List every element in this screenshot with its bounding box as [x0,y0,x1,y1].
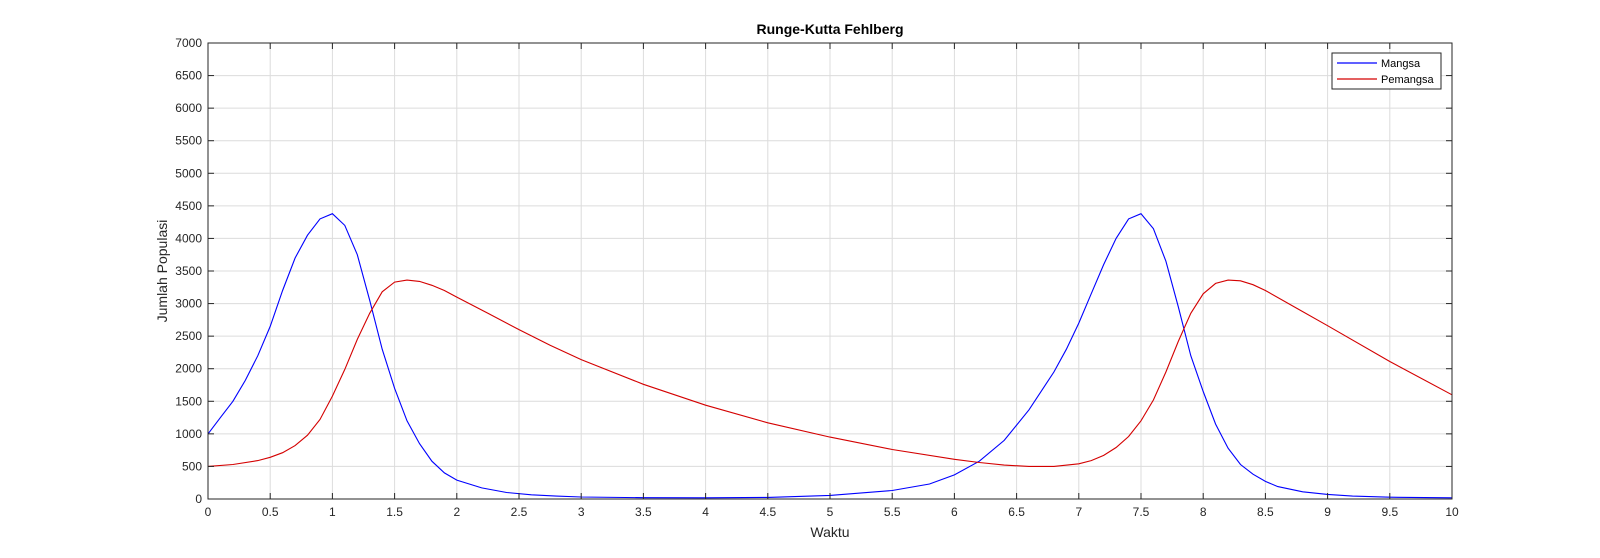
series-line-mangsa [207,213,1453,499]
y-tick-label: 6000 [175,101,202,115]
x-tick-label: 4.5 [759,505,776,519]
x-tick-label: 3 [578,505,585,519]
chart-title: Runge-Kutta Fehlberg [757,21,904,37]
y-tick-label: 7000 [175,36,202,50]
x-tick-label: 0 [205,505,212,519]
x-tick-label: 7 [1075,505,1082,519]
grid [207,42,1453,500]
y-tick-label: 6500 [175,69,202,83]
y-tick-label: 5000 [175,166,202,180]
x-tick-label: 2 [453,505,460,519]
x-tick-label: 6 [951,505,958,519]
x-tick-label: 4 [702,505,709,519]
y-tick-label: 4000 [175,231,202,245]
x-tick-label: 10 [1445,505,1459,519]
y-tick-label: 5500 [175,134,202,148]
x-tick-label: 9 [1324,505,1331,519]
y-axis-label: Jumlah Populasi [154,220,170,323]
legend-box [1331,52,1442,90]
x-tick-label: 0.5 [262,505,279,519]
y-tick-label: 2000 [175,362,202,376]
legend-label-mangsa: Mangsa [1381,58,1421,70]
y-tick-label: 3000 [175,297,202,311]
y-tick-label: 500 [182,459,202,473]
y-tick-label: 1000 [175,427,202,441]
x-tick-label: 9.5 [1381,505,1398,519]
legend-label-pemangsa: Pemangsa [1381,74,1434,86]
series-line-pemangsa [207,279,1453,467]
legend: Mangsa Pemangsa [1331,52,1442,90]
x-axis-label: Waktu [810,524,849,540]
x-tick-label: 6.5 [1008,505,1025,519]
y-tick-label: 3500 [175,264,202,278]
x-tick-label: 3.5 [635,505,652,519]
y-tick-label: 2500 [175,329,202,343]
x-tick-label: 7.5 [1133,505,1150,519]
x-tick-label: 1.5 [386,505,403,519]
y-tick-label: 4500 [175,199,202,213]
x-tick-label: 5 [827,505,834,519]
y-tick-label: 1500 [175,394,202,408]
x-tick-label: 8 [1200,505,1207,519]
y-tick-label: 0 [195,492,202,506]
x-tick-label: 5.5 [884,505,901,519]
x-tick-label: 2.5 [511,505,528,519]
x-tick-label: 8.5 [1257,505,1274,519]
axis-ticks: 0 0.5 1 1.5 2 2.5 3 3.5 4 4.5 5 5.5 6 6.5 7 7.5 8 8.5 9 9.5… [175,36,1459,519]
x-tick-label: 1 [329,505,336,519]
plot-series [207,213,1453,499]
